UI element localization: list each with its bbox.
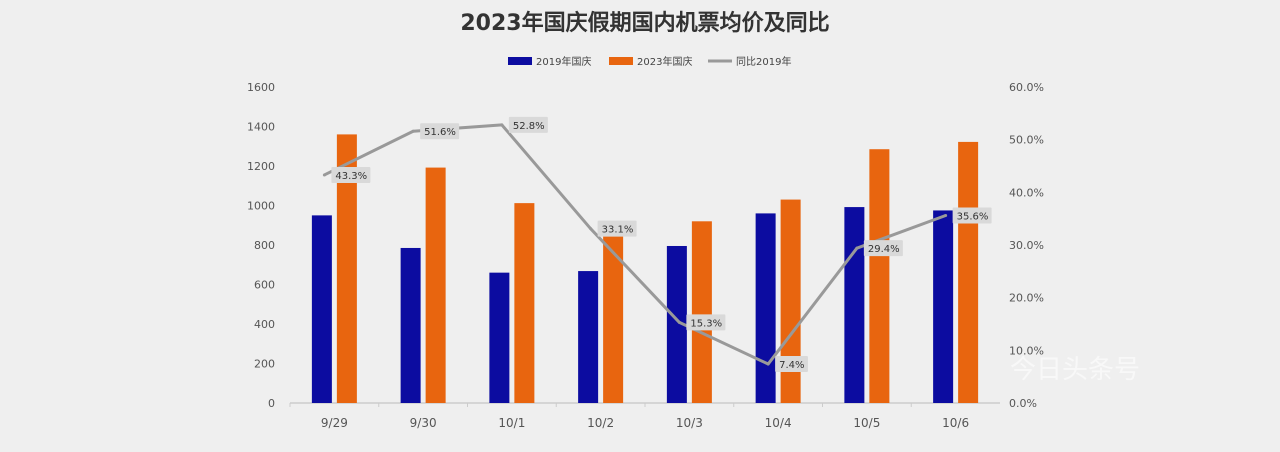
left-axis-tick: 1400 — [247, 121, 275, 134]
left-axis-tick: 800 — [254, 239, 275, 252]
watermark-text: 今日头条号 — [1010, 355, 1140, 385]
data-label-bg — [420, 123, 460, 140]
x-axis-tick: 10/2 — [587, 416, 614, 430]
yoy-point — [500, 123, 504, 127]
x-axis-tick: 10/6 — [942, 416, 969, 430]
bar-2023 — [958, 141, 979, 403]
bar-2019 — [311, 215, 332, 403]
data-label: 43.3% — [335, 171, 367, 182]
legend: 2019年国庆 2023年国庆 同比2019年 — [508, 55, 791, 68]
yoy-point — [855, 246, 859, 250]
yoy-point — [944, 214, 948, 218]
legend-swatch-1 — [609, 57, 633, 65]
data-label: 29.4% — [868, 244, 900, 255]
x-axis-tick: 10/4 — [765, 416, 792, 430]
x-axis-tick: 10/3 — [676, 416, 703, 430]
data-label: 35.6% — [957, 212, 989, 223]
legend-swatch-0 — [508, 57, 532, 65]
right-axis-tick: 50.0% — [1009, 134, 1044, 147]
x-axis-tick: 10/1 — [498, 416, 525, 430]
bar-2023 — [691, 221, 712, 403]
data-labels: 43.3% 51.6% 52.8% 33.1% 15.3% 7.4% 29.4% 35.6% — [331, 116, 992, 373]
left-axis-tick: 400 — [254, 318, 275, 331]
legend-label-0: 2019年国庆 — [536, 55, 591, 68]
data-label-bg — [597, 220, 637, 237]
bar-2023 — [514, 203, 535, 403]
bar-2019 — [666, 245, 687, 403]
data-label: 52.8% — [513, 121, 545, 132]
left-axis-tick: 1200 — [247, 160, 275, 173]
data-label-bg — [508, 116, 548, 133]
legend-label-2: 同比2019年 — [736, 55, 791, 68]
x-axis-tick: 10/5 — [853, 416, 880, 430]
bar-2019 — [933, 210, 954, 403]
right-axis-tick: 30.0% — [1009, 239, 1044, 252]
left-axis-tick: 200 — [254, 358, 275, 371]
yoy-point — [322, 173, 326, 177]
data-label: 51.6% — [424, 127, 456, 138]
left-axis-tick: 1600 — [247, 81, 275, 94]
data-label-bg — [775, 356, 808, 373]
yoy-point — [589, 227, 593, 231]
bar-2019 — [844, 207, 865, 403]
yoy-point — [766, 362, 770, 366]
right-axis-tick: 20.0% — [1009, 292, 1044, 305]
bar-2019 — [400, 247, 421, 403]
yoy-point — [677, 320, 681, 324]
bars — [311, 134, 979, 403]
bar-2019 — [489, 272, 510, 403]
data-label: 7.4% — [779, 360, 804, 371]
axes: 0 200 400 600 800 1000 1200 1400 1600 0.0% 10.0% 20… — [247, 81, 1044, 430]
data-label: 15.3% — [690, 318, 722, 329]
bar-2023 — [425, 167, 446, 403]
data-label-bg — [952, 207, 992, 224]
bar-2023 — [336, 134, 357, 403]
right-axis-tick: 60.0% — [1009, 81, 1044, 94]
left-axis-tick: 600 — [254, 279, 275, 292]
left-axis-tick: 1000 — [247, 200, 275, 213]
right-axis-tick: 10.0% — [1009, 344, 1044, 357]
data-label-bg — [331, 166, 371, 183]
right-axis-tick: 40.0% — [1009, 186, 1044, 199]
data-label-bg — [686, 314, 726, 331]
right-axis-tick: 0.0% — [1009, 397, 1037, 410]
bar-2023 — [869, 149, 890, 403]
x-axis-tick: 9/29 — [321, 416, 348, 430]
data-label: 33.1% — [602, 225, 634, 236]
bar-2023 — [780, 199, 801, 403]
yoy-point — [411, 129, 415, 133]
chart-title: 2023年国庆假期国内机票均价及同比 — [460, 10, 829, 36]
data-label-bg — [863, 240, 903, 257]
left-axis-tick: 0 — [268, 397, 275, 410]
bar-2019 — [578, 271, 599, 403]
bar-2023 — [603, 229, 624, 403]
legend-label-1: 2023年国庆 — [637, 55, 692, 68]
bar-2019 — [755, 213, 776, 403]
x-axis-tick: 9/30 — [410, 416, 437, 430]
